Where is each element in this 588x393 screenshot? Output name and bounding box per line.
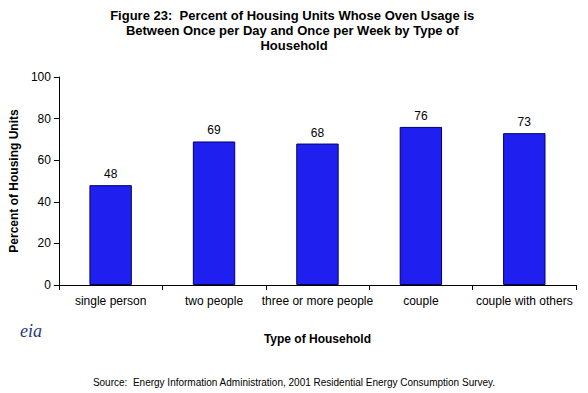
svg-text:69: 69: [207, 123, 221, 137]
svg-text:20: 20: [38, 236, 52, 250]
svg-text:80: 80: [38, 112, 52, 126]
svg-text:eia: eia: [20, 321, 42, 341]
svg-text:68: 68: [311, 126, 325, 140]
svg-text:three or more people: three or more people: [262, 294, 374, 308]
svg-text:Figure 23: Percent of Housing: Figure 23: Percent of Housing Units Whos…: [110, 8, 478, 23]
svg-text:couple with others: couple with others: [476, 294, 573, 308]
svg-text:60: 60: [38, 153, 52, 167]
svg-text:73: 73: [518, 115, 532, 129]
svg-text:two people: two people: [185, 294, 243, 308]
svg-text:Type of Household: Type of Household: [264, 332, 371, 346]
svg-text:Between Once per Day and Once: Between Once per Day and Once per Week b…: [126, 23, 462, 38]
svg-text:100: 100: [31, 70, 51, 84]
svg-text:0: 0: [44, 278, 51, 292]
svg-text:Household: Household: [260, 38, 327, 53]
svg-text:Source: Energy Information Ad: Source: Energy Information Administratio…: [93, 377, 495, 388]
svg-text:Percent of Housing Units: Percent of Housing Units: [7, 109, 21, 253]
svg-text:76: 76: [414, 109, 428, 123]
svg-text:48: 48: [104, 167, 118, 181]
svg-text:couple: couple: [403, 294, 439, 308]
svg-text:single person: single person: [75, 294, 146, 308]
svg-text:40: 40: [38, 195, 52, 209]
